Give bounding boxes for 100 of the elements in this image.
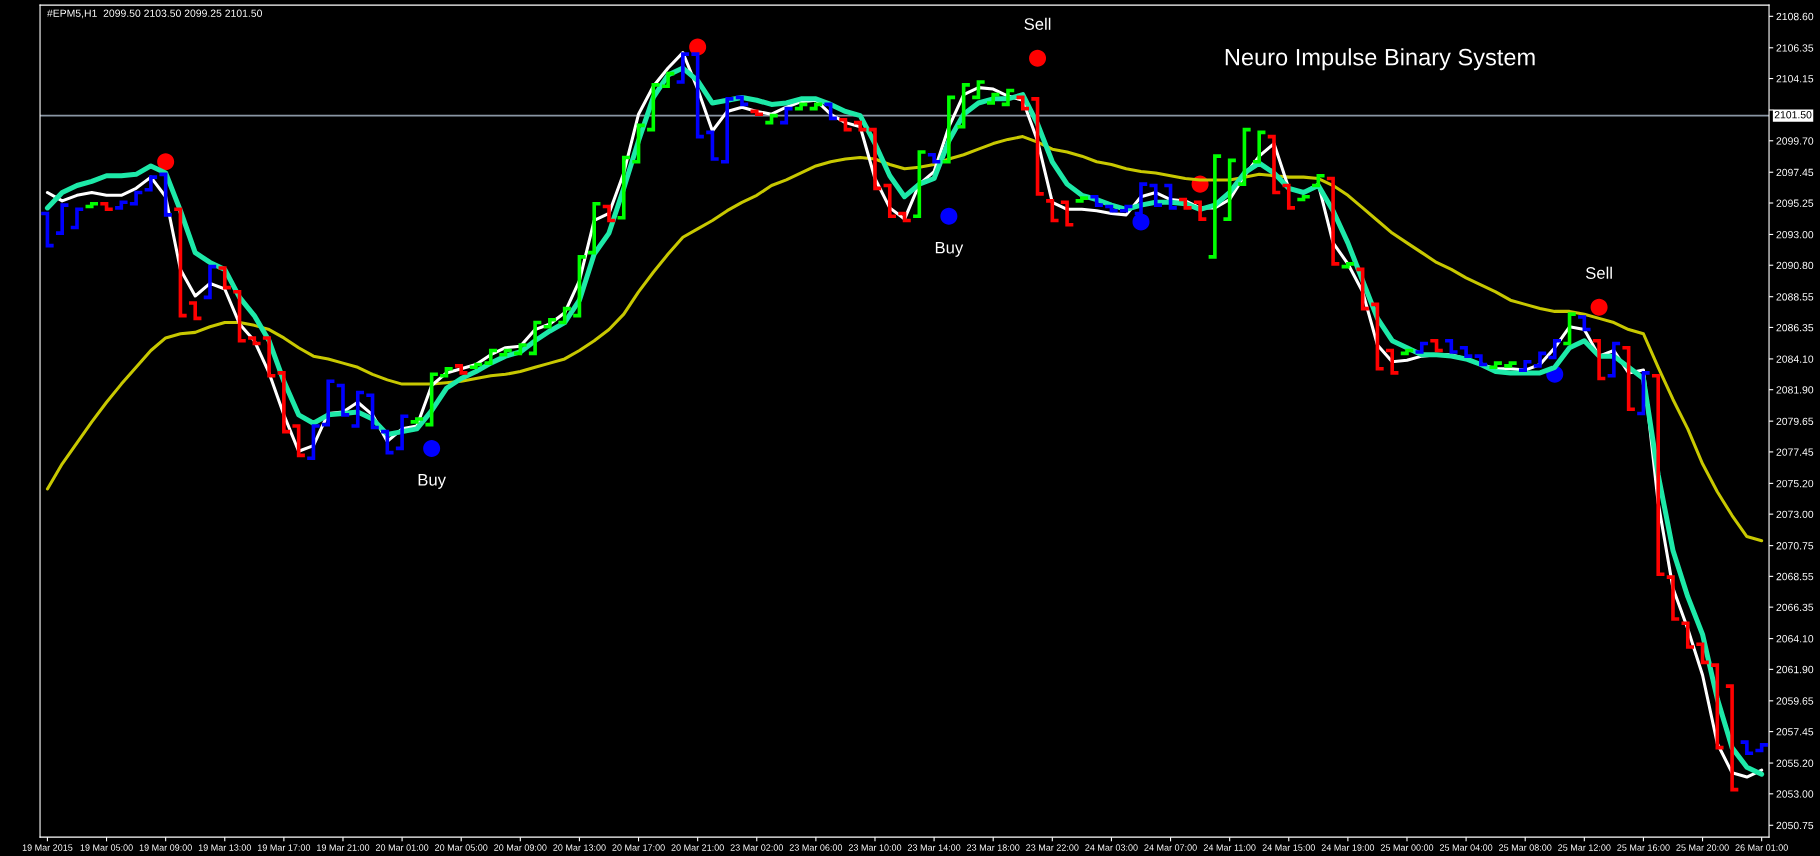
candlestick: [957, 83, 970, 129]
candlestick: [1474, 354, 1488, 367]
x-tick-label: 25 Mar 00:00: [1380, 844, 1434, 851]
candlestick: [1592, 338, 1606, 381]
candlestick: [188, 301, 202, 321]
candlestick: [1755, 743, 1768, 753]
y-tick-label: 2077.45: [1776, 448, 1814, 456]
x-tick-label: 24 Mar 03:00: [1085, 844, 1138, 851]
candlestick: [174, 207, 187, 318]
candlestick: [1725, 684, 1739, 792]
candlestick: [203, 264, 217, 300]
candlestick: [454, 364, 468, 375]
candlestick: [1208, 154, 1222, 259]
candlestick: [1518, 359, 1532, 372]
candlestick: [1489, 361, 1502, 370]
x-tick-label: 20 Mar 01:00: [375, 844, 429, 851]
text: Neuro Impulse Binary System: [1225, 48, 1535, 71]
candlestick: [986, 92, 1000, 105]
candlestick: [661, 71, 675, 89]
y-tick-label: 2097.45: [1776, 168, 1814, 177]
x-tick-label: 24 Mar 11:00: [1203, 844, 1256, 851]
x-tick-label: 24 Mar 15:00: [1262, 844, 1316, 851]
candlestick: [440, 366, 453, 378]
x-tick-label: 26 Mar 01:00: [1735, 844, 1788, 851]
candlestick: [898, 211, 911, 223]
candlestick: [1090, 194, 1103, 207]
candlestick: [1681, 621, 1695, 649]
x-tick-label: 23 Mar 22:00: [1026, 844, 1079, 851]
point: [1132, 213, 1150, 231]
candlestick: [1533, 351, 1547, 368]
data-label: Buy: [935, 241, 964, 257]
candlestick: [1415, 341, 1429, 354]
point: [1029, 49, 1047, 67]
candlestick: [528, 320, 542, 356]
candlestick: [1578, 315, 1591, 332]
candlestick: [499, 348, 512, 357]
y-tick-label: 2055.20: [1776, 759, 1814, 767]
candlestick: [1075, 196, 1089, 203]
x-tick-label: 20 Mar 21:00: [671, 844, 724, 851]
candlestick: [351, 390, 365, 428]
candlestick: [868, 127, 882, 191]
candlestick: [927, 152, 941, 164]
candlestick: [1223, 158, 1236, 221]
candlestick: [1696, 642, 1709, 665]
candlestick: [484, 348, 498, 365]
candlestick: [587, 201, 601, 255]
x-tick-label: 25 Mar 20:00: [1676, 844, 1729, 851]
line-series: [45, 135, 1764, 543]
candlestick: [1548, 338, 1562, 360]
candlestick: [942, 95, 956, 164]
x-tick-label: 19 Mar 21:00: [317, 844, 370, 851]
point: [423, 439, 441, 457]
candlestick: [1252, 130, 1266, 164]
candlestick: [617, 155, 631, 220]
candlestick: [425, 372, 438, 427]
candlestick: [159, 172, 172, 217]
x-tick-label: 19 Mar 05:00: [80, 844, 133, 851]
point: [1590, 298, 1608, 316]
y-tick-label: 2066.35: [1776, 603, 1814, 612]
x-tick-label: 19 Mar 09:00: [139, 844, 192, 851]
y-tick-label: 2090.80: [1776, 261, 1814, 270]
x-tick-label: 25 Mar 12:00: [1558, 844, 1611, 851]
candlestick: [1312, 173, 1325, 188]
y-tick-label: 2050.75: [1776, 821, 1814, 830]
point: [940, 207, 958, 225]
candlestick: [1607, 341, 1621, 378]
x-tick-label: 19 Mar 17:00: [257, 844, 311, 851]
candlestick: [794, 102, 808, 111]
candlestick: [602, 204, 616, 223]
candlestick: [1711, 663, 1724, 750]
candlestick: [248, 336, 261, 346]
annotation: #EPM5,H1 2099.50 2103.50 2099.25 2101.50: [47, 9, 262, 19]
candlestick: [676, 52, 690, 84]
y-tick-label: 2088.55: [1776, 293, 1814, 301]
candlestick: [691, 52, 704, 139]
candlestick: [972, 80, 985, 100]
y-tick-label: 2086.35: [1776, 323, 1814, 332]
candlestick: [1326, 176, 1340, 266]
y-tick-label: 2053.00: [1776, 790, 1814, 798]
y-tick-label: 2070.75: [1776, 542, 1814, 550]
y-tick-label: 2075.20: [1776, 479, 1814, 488]
candlestick: [1651, 373, 1665, 577]
candlestick: [218, 266, 232, 290]
y-tick-label: 2059.65: [1776, 697, 1814, 705]
y-tick-label: 2099.70: [1776, 137, 1814, 145]
candlestick: [1031, 97, 1044, 196]
candlestick: [277, 371, 291, 434]
candlestick: [129, 190, 143, 206]
y-tick-label: 2084.10: [1776, 355, 1814, 363]
x-tick-label: 24 Mar 19:00: [1321, 844, 1375, 851]
candlestick: [1267, 134, 1281, 195]
x-tick-label: 23 Mar 10:00: [848, 844, 902, 851]
y-tick-label: 2081.90: [1776, 386, 1814, 394]
candlestick: [1060, 200, 1074, 227]
candlestick: [1666, 575, 1680, 621]
candlestick: [883, 183, 897, 219]
candlestick: [1563, 312, 1576, 346]
candlestick: [1105, 204, 1118, 213]
y-tick-label: 2079.65: [1776, 417, 1814, 426]
candlestick: [395, 414, 409, 451]
